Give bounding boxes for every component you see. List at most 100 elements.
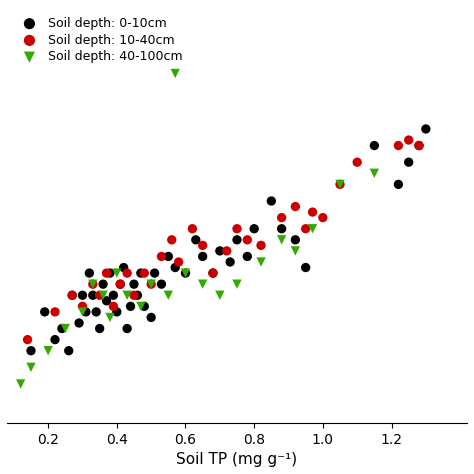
Soil depth: 10-40cm: (0.27, 0.38): 10-40cm: (0.27, 0.38): [68, 292, 76, 299]
Soil depth: 0-10cm: (1.3, 0.68): 0-10cm: (1.3, 0.68): [422, 125, 429, 133]
Soil depth: 0-10cm: (0.63, 0.48): 0-10cm: (0.63, 0.48): [192, 236, 200, 244]
Soil depth: 40-100cm: (0.43, 0.38): 40-100cm: (0.43, 0.38): [123, 292, 131, 299]
Soil depth: 0-10cm: (0.75, 0.48): 0-10cm: (0.75, 0.48): [233, 236, 241, 244]
Soil depth: 10-40cm: (0.5, 0.4): 10-40cm: (0.5, 0.4): [147, 281, 155, 288]
Soil depth: 40-100cm: (0.57, 0.78): 40-100cm: (0.57, 0.78): [172, 70, 179, 77]
Soil depth: 10-40cm: (0.56, 0.48): 10-40cm: (0.56, 0.48): [168, 236, 175, 244]
Soil depth: 0-10cm: (0.29, 0.33): 0-10cm: (0.29, 0.33): [75, 319, 83, 327]
Soil depth: 0-10cm: (0.95, 0.43): 0-10cm: (0.95, 0.43): [302, 264, 310, 271]
Soil depth: 0-10cm: (0.24, 0.32): 0-10cm: (0.24, 0.32): [58, 325, 66, 332]
Soil depth: 0-10cm: (0.22, 0.3): 0-10cm: (0.22, 0.3): [51, 336, 59, 343]
Soil depth: 10-40cm: (0.53, 0.45): 10-40cm: (0.53, 0.45): [158, 253, 165, 260]
Soil depth: 0-10cm: (0.51, 0.42): 0-10cm: (0.51, 0.42): [151, 269, 158, 277]
Soil depth: 0-10cm: (0.48, 0.36): 0-10cm: (0.48, 0.36): [140, 302, 148, 310]
Soil depth: 0-10cm: (0.15, 0.28): 0-10cm: (0.15, 0.28): [27, 347, 35, 355]
Soil depth: 10-40cm: (0.22, 0.35): 10-40cm: (0.22, 0.35): [51, 308, 59, 316]
Soil depth: 10-40cm: (0.65, 0.47): 10-40cm: (0.65, 0.47): [199, 242, 207, 249]
Soil depth: 0-10cm: (0.38, 0.42): 0-10cm: (0.38, 0.42): [106, 269, 114, 277]
Soil depth: 0-10cm: (0.35, 0.32): 0-10cm: (0.35, 0.32): [96, 325, 103, 332]
Soil depth: 0-10cm: (0.8, 0.5): 0-10cm: (0.8, 0.5): [250, 225, 258, 233]
Soil depth: 40-100cm: (0.88, 0.48): 40-100cm: (0.88, 0.48): [278, 236, 285, 244]
Soil depth: 40-100cm: (1.05, 0.58): 40-100cm: (1.05, 0.58): [336, 181, 344, 188]
Soil depth: 10-40cm: (0.14, 0.3): 10-40cm: (0.14, 0.3): [24, 336, 31, 343]
Soil depth: 10-40cm: (1.05, 0.58): 10-40cm: (1.05, 0.58): [336, 181, 344, 188]
Soil depth: 10-40cm: (1, 0.52): 10-40cm: (1, 0.52): [319, 214, 327, 221]
Soil depth: 40-100cm: (0.3, 0.35): 40-100cm: (0.3, 0.35): [79, 308, 86, 316]
Legend: Soil depth: 0-10cm, Soil depth: 10-40cm, Soil depth: 40-100cm: Soil depth: 0-10cm, Soil depth: 10-40cm,…: [13, 13, 187, 67]
Soil depth: 10-40cm: (0.97, 0.53): 10-40cm: (0.97, 0.53): [309, 208, 316, 216]
Soil depth: 40-100cm: (0.55, 0.38): 40-100cm: (0.55, 0.38): [164, 292, 172, 299]
Soil depth: 0-10cm: (0.85, 0.55): 0-10cm: (0.85, 0.55): [267, 197, 275, 205]
Soil depth: 10-40cm: (0.33, 0.4): 10-40cm: (0.33, 0.4): [89, 281, 97, 288]
Soil depth: 10-40cm: (0.43, 0.42): 10-40cm: (0.43, 0.42): [123, 269, 131, 277]
Soil depth: 10-40cm: (0.72, 0.46): 10-40cm: (0.72, 0.46): [223, 247, 230, 255]
Soil depth: 0-10cm: (0.57, 0.43): 0-10cm: (0.57, 0.43): [172, 264, 179, 271]
Soil depth: 0-10cm: (0.5, 0.34): 0-10cm: (0.5, 0.34): [147, 314, 155, 321]
Soil depth: 10-40cm: (0.39, 0.36): 10-40cm: (0.39, 0.36): [109, 302, 117, 310]
Soil depth: 40-100cm: (0.33, 0.4): 40-100cm: (0.33, 0.4): [89, 281, 97, 288]
Soil depth: 10-40cm: (0.78, 0.48): 10-40cm: (0.78, 0.48): [244, 236, 251, 244]
Soil depth: 0-10cm: (0.88, 0.5): 0-10cm: (0.88, 0.5): [278, 225, 285, 233]
Soil depth: 40-100cm: (0.2, 0.28): 40-100cm: (0.2, 0.28): [45, 347, 52, 355]
Soil depth: 40-100cm: (0.7, 0.38): 40-100cm: (0.7, 0.38): [216, 292, 224, 299]
Soil depth: 10-40cm: (0.35, 0.38): 10-40cm: (0.35, 0.38): [96, 292, 103, 299]
Soil depth: 40-100cm: (0.82, 0.44): 40-100cm: (0.82, 0.44): [257, 258, 265, 266]
Soil depth: 10-40cm: (0.48, 0.42): 10-40cm: (0.48, 0.42): [140, 269, 148, 277]
Soil depth: 0-10cm: (0.92, 0.48): 0-10cm: (0.92, 0.48): [292, 236, 299, 244]
Soil depth: 10-40cm: (0.45, 0.38): 10-40cm: (0.45, 0.38): [130, 292, 138, 299]
Soil depth: 0-10cm: (0.34, 0.35): 0-10cm: (0.34, 0.35): [92, 308, 100, 316]
Soil depth: 0-10cm: (0.32, 0.42): 0-10cm: (0.32, 0.42): [86, 269, 93, 277]
Soil depth: 40-100cm: (0.36, 0.38): 40-100cm: (0.36, 0.38): [99, 292, 107, 299]
Soil depth: 0-10cm: (0.44, 0.36): 0-10cm: (0.44, 0.36): [127, 302, 134, 310]
Soil depth: 0-10cm: (0.55, 0.45): 0-10cm: (0.55, 0.45): [164, 253, 172, 260]
Soil depth: 0-10cm: (0.7, 0.46): 0-10cm: (0.7, 0.46): [216, 247, 224, 255]
Soil depth: 40-100cm: (0.12, 0.22): 40-100cm: (0.12, 0.22): [17, 380, 25, 388]
Soil depth: 10-40cm: (1.1, 0.62): 10-40cm: (1.1, 0.62): [354, 158, 361, 166]
Soil depth: 10-40cm: (0.92, 0.54): 10-40cm: (0.92, 0.54): [292, 203, 299, 210]
Soil depth: 0-10cm: (0.19, 0.35): 0-10cm: (0.19, 0.35): [41, 308, 48, 316]
Soil depth: 0-10cm: (0.65, 0.45): 0-10cm: (0.65, 0.45): [199, 253, 207, 260]
Soil depth: 40-100cm: (0.6, 0.42): 40-100cm: (0.6, 0.42): [182, 269, 189, 277]
Soil depth: 40-100cm: (0.38, 0.34): 40-100cm: (0.38, 0.34): [106, 314, 114, 321]
Soil depth: 10-40cm: (0.95, 0.5): 10-40cm: (0.95, 0.5): [302, 225, 310, 233]
Soil depth: 10-40cm: (0.41, 0.4): 10-40cm: (0.41, 0.4): [117, 281, 124, 288]
Soil depth: 40-100cm: (0.5, 0.4): 40-100cm: (0.5, 0.4): [147, 281, 155, 288]
Soil depth: 40-100cm: (0.25, 0.32): 40-100cm: (0.25, 0.32): [62, 325, 69, 332]
Soil depth: 10-40cm: (0.3, 0.36): 10-40cm: (0.3, 0.36): [79, 302, 86, 310]
Soil depth: 40-100cm: (0.75, 0.4): 40-100cm: (0.75, 0.4): [233, 281, 241, 288]
Soil depth: 0-10cm: (0.42, 0.43): 0-10cm: (0.42, 0.43): [120, 264, 128, 271]
Soil depth: 10-40cm: (0.37, 0.42): 10-40cm: (0.37, 0.42): [103, 269, 110, 277]
Soil depth: 0-10cm: (0.31, 0.35): 0-10cm: (0.31, 0.35): [82, 308, 90, 316]
Soil depth: 40-100cm: (0.65, 0.4): 40-100cm: (0.65, 0.4): [199, 281, 207, 288]
Soil depth: 40-100cm: (0.4, 0.42): 40-100cm: (0.4, 0.42): [113, 269, 120, 277]
Soil depth: 0-10cm: (1.15, 0.65): 0-10cm: (1.15, 0.65): [371, 142, 378, 149]
Soil depth: 0-10cm: (1.22, 0.58): 0-10cm: (1.22, 0.58): [394, 181, 402, 188]
Soil depth: 0-10cm: (0.78, 0.45): 0-10cm: (0.78, 0.45): [244, 253, 251, 260]
Soil depth: 0-10cm: (1.25, 0.62): 0-10cm: (1.25, 0.62): [405, 158, 412, 166]
Soil depth: 0-10cm: (0.27, 0.38): 0-10cm: (0.27, 0.38): [68, 292, 76, 299]
Soil depth: 40-100cm: (0.47, 0.36): 40-100cm: (0.47, 0.36): [137, 302, 145, 310]
Soil depth: 10-40cm: (0.88, 0.52): 10-40cm: (0.88, 0.52): [278, 214, 285, 221]
Soil depth: 0-10cm: (0.47, 0.42): 0-10cm: (0.47, 0.42): [137, 269, 145, 277]
Soil depth: 0-10cm: (0.33, 0.38): 0-10cm: (0.33, 0.38): [89, 292, 97, 299]
Soil depth: 0-10cm: (0.41, 0.4): 0-10cm: (0.41, 0.4): [117, 281, 124, 288]
Soil depth: 40-100cm: (0.97, 0.5): 40-100cm: (0.97, 0.5): [309, 225, 316, 233]
Soil depth: 10-40cm: (0.75, 0.5): 10-40cm: (0.75, 0.5): [233, 225, 241, 233]
Soil depth: 0-10cm: (0.26, 0.28): 0-10cm: (0.26, 0.28): [65, 347, 73, 355]
Soil depth: 0-10cm: (0.73, 0.44): 0-10cm: (0.73, 0.44): [227, 258, 234, 266]
Soil depth: 10-40cm: (0.62, 0.5): 10-40cm: (0.62, 0.5): [189, 225, 196, 233]
Soil depth: 0-10cm: (0.36, 0.4): 0-10cm: (0.36, 0.4): [99, 281, 107, 288]
Soil depth: 0-10cm: (0.4, 0.35): 0-10cm: (0.4, 0.35): [113, 308, 120, 316]
Soil depth: 0-10cm: (0.37, 0.37): 0-10cm: (0.37, 0.37): [103, 297, 110, 305]
Soil depth: 0-10cm: (0.39, 0.38): 0-10cm: (0.39, 0.38): [109, 292, 117, 299]
Soil depth: 10-40cm: (1.28, 0.65): 10-40cm: (1.28, 0.65): [415, 142, 423, 149]
Soil depth: 0-10cm: (0.53, 0.4): 0-10cm: (0.53, 0.4): [158, 281, 165, 288]
Soil depth: 0-10cm: (0.68, 0.42): 0-10cm: (0.68, 0.42): [209, 269, 217, 277]
Soil depth: 10-40cm: (0.68, 0.42): 10-40cm: (0.68, 0.42): [209, 269, 217, 277]
Soil depth: 0-10cm: (0.45, 0.4): 0-10cm: (0.45, 0.4): [130, 281, 138, 288]
Soil depth: 40-100cm: (0.15, 0.25): 40-100cm: (0.15, 0.25): [27, 364, 35, 371]
Soil depth: 10-40cm: (1.22, 0.65): 10-40cm: (1.22, 0.65): [394, 142, 402, 149]
Soil depth: 10-40cm: (0.58, 0.44): 10-40cm: (0.58, 0.44): [175, 258, 182, 266]
Soil depth: 10-40cm: (1.25, 0.66): 10-40cm: (1.25, 0.66): [405, 136, 412, 144]
Soil depth: 0-10cm: (1.28, 0.65): 0-10cm: (1.28, 0.65): [415, 142, 423, 149]
